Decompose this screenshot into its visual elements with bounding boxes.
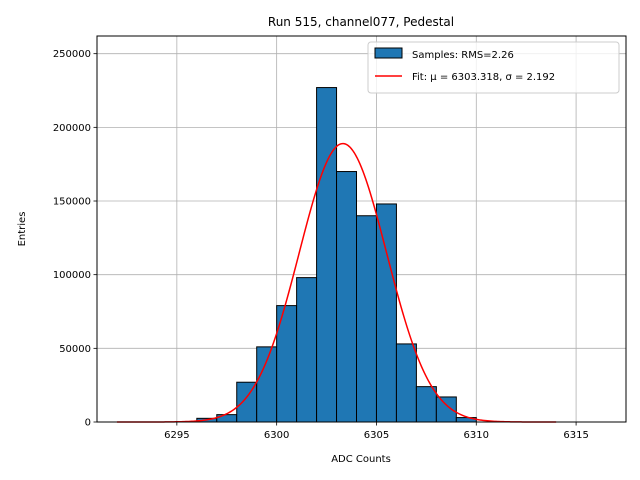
chart-title: Run 515, channel077, Pedestal	[268, 15, 454, 29]
legend-box	[367, 41, 620, 94]
histogram-bar	[336, 171, 358, 423]
y-tick-label: 50000	[59, 344, 91, 355]
y-tick-label: 250000	[53, 49, 91, 60]
histogram-bar	[395, 343, 417, 423]
legend: Samples: RMS=2.26 Fit: μ = 6303.318, σ =…	[367, 41, 620, 94]
histogram-bar	[296, 277, 318, 423]
y-tick-label: 200000	[53, 123, 91, 134]
y-tick-label: 0	[85, 418, 91, 429]
x-axis-label: ADC Counts	[331, 454, 391, 465]
histogram-bar	[316, 87, 338, 423]
x-tick-label: 6310	[464, 430, 489, 441]
y-tick-label: 150000	[53, 197, 91, 208]
legend-label-samples: Samples: RMS=2.26	[412, 50, 514, 61]
legend-swatch-samples	[374, 47, 403, 59]
y-tick-label: 100000	[53, 270, 91, 281]
legend-label-fit: Fit: μ = 6303.318, σ = 2.192	[412, 72, 555, 83]
histogram-bar	[375, 203, 397, 423]
x-tick-label: 6315	[563, 430, 588, 441]
fit-curve	[116, 142, 557, 423]
x-tick-label: 6305	[364, 430, 389, 441]
y-axis-label: Entries	[17, 212, 28, 247]
plot-frame	[96, 35, 627, 423]
x-tick-label: 6300	[264, 430, 289, 441]
x-axis-ticks: 6295 6300 6305 6310 6315	[164, 422, 589, 441]
histogram-bar	[356, 215, 377, 423]
histogram-bar	[216, 414, 238, 423]
histogram-bar	[256, 346, 278, 423]
histogram-bars	[196, 87, 477, 423]
histogram-bar	[435, 396, 457, 423]
x-tick-label: 6295	[164, 430, 189, 441]
histogram-bar	[415, 386, 437, 423]
y-axis-ticks: 0 50000 100000 150000 200000 250000	[53, 49, 97, 429]
